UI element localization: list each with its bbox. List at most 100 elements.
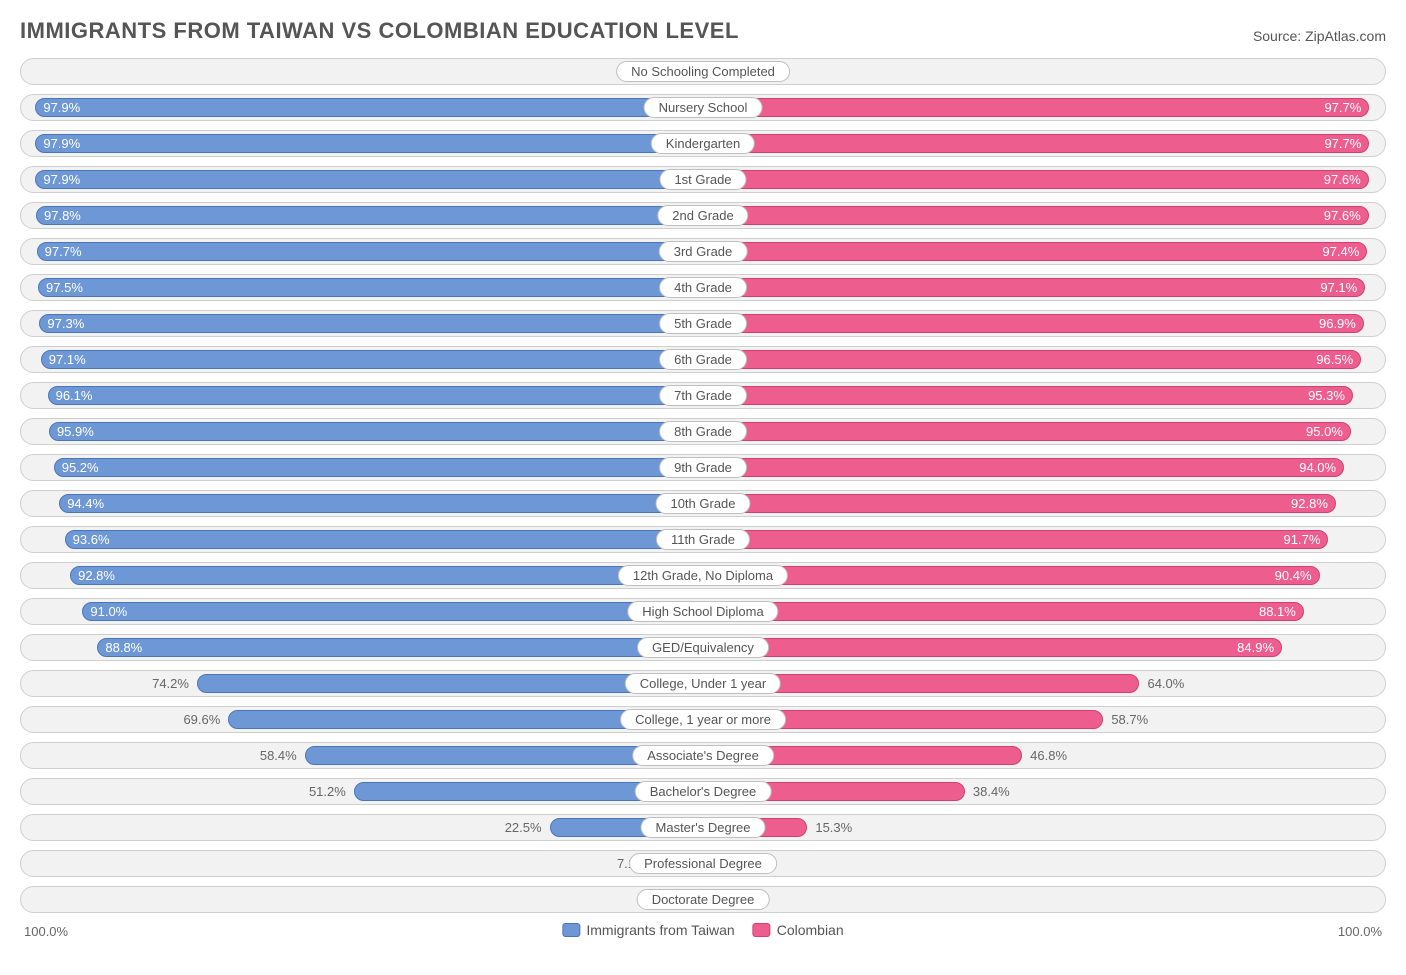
left-half: 7.1% (21, 851, 703, 876)
left-bar (70, 566, 703, 585)
left-bar (82, 602, 703, 621)
legend-item-right: Colombian (753, 922, 844, 938)
category-label: Associate's Degree (632, 745, 774, 766)
left-half: 93.6% (21, 527, 703, 552)
category-label: 5th Grade (659, 313, 747, 334)
category-label: 10th Grade (655, 493, 750, 514)
legend: Immigrants from Taiwan Colombian (562, 922, 843, 938)
category-label: 12th Grade, No Diploma (618, 565, 788, 586)
bar-row: 22.5%15.3%Master's Degree (20, 814, 1386, 841)
left-half: 95.9% (21, 419, 703, 444)
left-bar (65, 530, 703, 549)
left-pct: 95.9% (49, 419, 102, 444)
left-half: 95.2% (21, 455, 703, 480)
bar-row: 7.1%4.6%Professional Degree (20, 850, 1386, 877)
legend-right-label: Colombian (777, 922, 844, 938)
bar-row: 93.6%91.7%11th Grade (20, 526, 1386, 553)
left-bar (54, 458, 703, 477)
category-label: 7th Grade (659, 385, 747, 406)
left-bar (35, 170, 703, 189)
category-label: Bachelor's Degree (635, 781, 772, 802)
right-half: 58.7% (703, 707, 1385, 732)
bar-row: 91.0% 88.1% High School Diploma (20, 598, 1386, 625)
right-pct: 95.3% (1300, 383, 1353, 408)
category-label: No Schooling Completed (616, 61, 790, 82)
left-half: 51.2% (21, 779, 703, 804)
axis-max-right: 100.0% (1338, 924, 1382, 939)
left-half: 96.1% (21, 383, 703, 408)
right-bar (703, 98, 1369, 117)
right-pct: 97.6% (1316, 167, 1369, 192)
category-label: High School Diploma (627, 601, 778, 622)
bar-row: 88.8%84.9%GED/Equivalency (20, 634, 1386, 661)
category-label: 6th Grade (659, 349, 747, 370)
left-half: 91.0% (21, 599, 703, 624)
right-bar (703, 602, 1304, 621)
left-pct: 97.9% (35, 167, 88, 192)
right-pct: 64.0% (1139, 671, 1192, 696)
right-pct: 97.7% (1316, 95, 1369, 120)
left-pct: 97.8% (36, 203, 89, 228)
left-half: 58.4% (21, 743, 703, 768)
bar-row: 97.9%97.6%1st Grade (20, 166, 1386, 193)
bar-row: 92.8%90.4%12th Grade, No Diploma (20, 562, 1386, 589)
bar-row: 74.2%64.0%College, Under 1 year (20, 670, 1386, 697)
category-label: College, 1 year or more (620, 709, 786, 730)
left-pct: 88.8% (97, 635, 150, 660)
right-pct: 15.3% (807, 815, 860, 840)
right-half: 96.9% (703, 311, 1385, 336)
right-bar (703, 350, 1361, 369)
category-label: 9th Grade (659, 457, 747, 478)
left-pct: 97.5% (38, 275, 91, 300)
left-half: 97.8% (21, 203, 703, 228)
left-pct: 97.1% (41, 347, 94, 372)
right-half: 97.4% (703, 239, 1385, 264)
swatch-blue (562, 923, 580, 937)
right-pct: 95.0% (1298, 419, 1351, 444)
right-pct: 88.1% (1251, 599, 1304, 624)
left-half: 97.9% (21, 95, 703, 120)
bar-row: 95.9%95.0%8th Grade (20, 418, 1386, 445)
category-label: 2nd Grade (657, 205, 748, 226)
bar-row: 97.8% 97.6%2nd Grade (20, 202, 1386, 229)
right-bar (703, 458, 1344, 477)
right-half: 15.3% (703, 815, 1385, 840)
right-pct: 94.0% (1291, 455, 1344, 480)
right-half: 46.8% (703, 743, 1385, 768)
left-pct: 93.6% (65, 527, 118, 552)
right-pct: 97.7% (1316, 131, 1369, 156)
left-bar (48, 386, 703, 405)
category-label: 4th Grade (659, 277, 747, 298)
left-pct: 69.6% (175, 707, 228, 732)
bar-row: 2.1%2.3%No Schooling Completed (20, 58, 1386, 85)
right-bar (703, 314, 1364, 333)
right-pct: 97.4% (1314, 239, 1367, 264)
right-half: 97.6% (703, 203, 1385, 228)
chart-header: IMMIGRANTS FROM TAIWAN VS COLOMBIAN EDUC… (20, 18, 1386, 44)
left-pct: 96.1% (48, 383, 101, 408)
category-label: Doctorate Degree (637, 889, 770, 910)
right-half: 96.5% (703, 347, 1385, 372)
swatch-pink (753, 923, 771, 937)
left-half: 97.3% (21, 311, 703, 336)
right-pct: 97.1% (1312, 275, 1365, 300)
right-half: 91.7% (703, 527, 1385, 552)
right-pct: 38.4% (965, 779, 1018, 804)
bar-row: 3.2%1.7%Doctorate Degree (20, 886, 1386, 913)
left-half: 97.7% (21, 239, 703, 264)
left-half: 22.5% (21, 815, 703, 840)
left-half: 97.1% (21, 347, 703, 372)
left-bar (36, 206, 703, 225)
left-half: 92.8% (21, 563, 703, 588)
right-half: 95.3% (703, 383, 1385, 408)
category-label: College, Under 1 year (625, 673, 781, 694)
left-pct: 58.4% (252, 743, 305, 768)
right-pct: 46.8% (1022, 743, 1075, 768)
diverging-bar-chart: 2.1%2.3%No Schooling Completed 97.9% 97.7%… (20, 58, 1386, 913)
right-pct: 96.5% (1308, 347, 1361, 372)
left-bar (41, 350, 703, 369)
right-half: 97.1% (703, 275, 1385, 300)
left-bar (35, 98, 703, 117)
right-half: 90.4% (703, 563, 1385, 588)
right-bar (703, 566, 1320, 585)
